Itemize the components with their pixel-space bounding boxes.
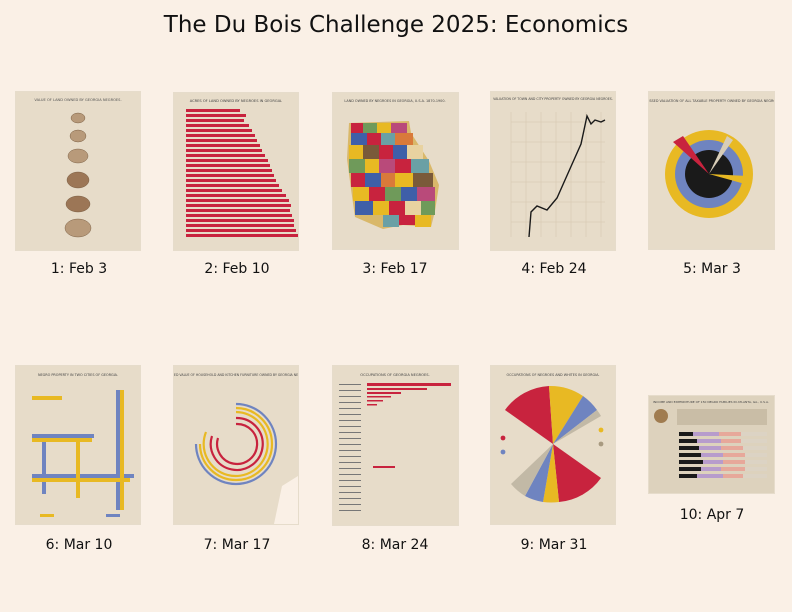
page-title: The Du Bois Challenge 2025: Economics — [163, 12, 629, 38]
thumbnail-heading-2: ACRES OF LAND OWNED BY NEGROES IN GEORGI… — [190, 99, 283, 103]
thumbnail-image-3[interactable]: LAND OWNED BY NEGROES IN GEORGIA, U.S.A.… — [333, 93, 458, 249]
thumbnail-heading-6: NEGRO PROPERTY IN TWO CITIES OF GEORGIA. — [38, 373, 118, 377]
thumbnail-caption-8: 8: Mar 24 — [361, 537, 429, 553]
thumbnail-caption-7: 7: Mar 17 — [203, 537, 271, 553]
thumbnail-caption-3: 3: Feb 17 — [362, 261, 428, 277]
thumbnail-image-8[interactable]: OCCUPATIONS OF GEORGIA NEGROES. — [333, 366, 458, 525]
thumbnail-heading-4: VALUATION OF TOWN AND CITY PROPERTY OWNE… — [493, 97, 613, 101]
thumbnail-heading-3: LAND OWNED BY NEGROES IN GEORGIA, U.S.A.… — [344, 99, 445, 103]
thumbnail-image-9[interactable]: OCCUPATIONS OF NEGROES AND WHITES IN GEO… — [491, 366, 615, 524]
thumbnail-caption-2: 2: Feb 10 — [204, 261, 270, 277]
thumbnail-caption-10: 10: Apr 7 — [679, 507, 745, 523]
thumbnail-heading-8: OCCUPATIONS OF GEORGIA NEGROES. — [360, 373, 429, 377]
thumbnail-image-5[interactable]: ASSESSED VALUATION OF ALL TAXABLE PROPER… — [649, 92, 774, 249]
thumbnail-heading-5: ASSESSED VALUATION OF ALL TAXABLE PROPER… — [649, 99, 774, 103]
thumbnail-caption-1: 1: Feb 3 — [50, 261, 108, 277]
thumbnail-heading-7: ASSESSED VALUE OF HOUSEHOLD AND KITCHEN … — [174, 373, 298, 377]
thumbnail-image-4[interactable]: VALUATION OF TOWN AND CITY PROPERTY OWNE… — [491, 92, 615, 250]
thumbnail-heading-9: OCCUPATIONS OF NEGROES AND WHITES IN GEO… — [507, 373, 600, 377]
thumbnail-image-10[interactable]: INCOME AND EXPENDITURE OF 150 NEGRO FAMI… — [649, 396, 774, 493]
thumbnail-image-2[interactable]: ACRES OF LAND OWNED BY NEGROES IN GEORGI… — [174, 93, 298, 250]
thumbnail-image-1[interactable]: VALUE OF LAND OWNED BY GEORGIA NEGROES. — [16, 92, 140, 250]
thumbnail-heading-10: INCOME AND EXPENDITURE OF 150 NEGRO FAMI… — [653, 400, 769, 404]
thumbnail-caption-5: 5: Mar 3 — [683, 261, 741, 277]
thumbnail-caption-9: 9: Mar 31 — [520, 537, 588, 553]
thumbnail-heading-1: VALUE OF LAND OWNED BY GEORGIA NEGROES. — [34, 98, 121, 102]
thumbnail-caption-6: 6: Mar 10 — [45, 537, 113, 553]
thumbnail-image-6[interactable]: NEGRO PROPERTY IN TWO CITIES OF GEORGIA. — [16, 366, 140, 524]
thumbnail-caption-4: 4: Feb 24 — [521, 261, 587, 277]
thumbnail-image-7[interactable]: ASSESSED VALUE OF HOUSEHOLD AND KITCHEN … — [174, 366, 298, 524]
